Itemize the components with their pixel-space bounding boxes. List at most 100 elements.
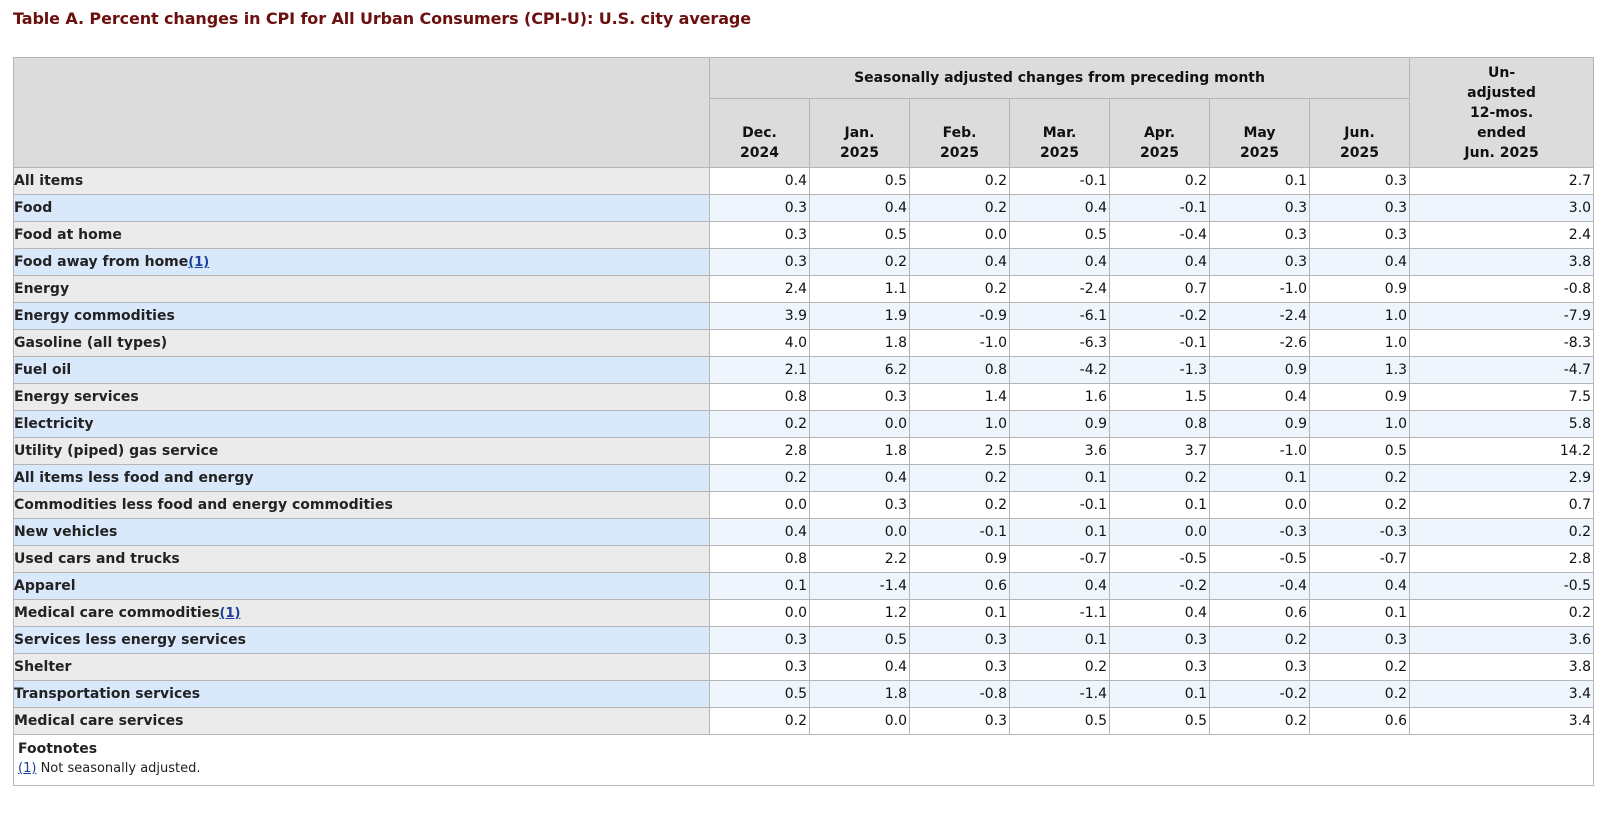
table-row: Medical care services 0.2 0.0 0.3 0.5 0.5 0.2 0… <box>13 707 1595 735</box>
year-label: 2025 <box>840 145 879 161</box>
year-label: 2025 <box>1240 145 1279 161</box>
row-label-text: New vehicles <box>14 524 118 540</box>
value-cell: -6.3 <box>1009 329 1110 357</box>
value-cell: 0.3 <box>1209 221 1310 249</box>
value-cell: -1.1 <box>1009 599 1110 627</box>
value-cell: 0.3 <box>1308 626 1411 654</box>
value-cell: -0.2 <box>1109 572 1210 600</box>
value-cell: -0.5 <box>1109 545 1210 573</box>
unadjusted-line: adjusted <box>1467 84 1536 101</box>
value-cell: 0.4 <box>809 464 910 492</box>
value-cell: 14.2 <box>1409 437 1595 465</box>
value-cell: 0.4 <box>1009 194 1110 222</box>
month-label: Feb. <box>942 125 977 141</box>
year-label: 2025 <box>1340 145 1380 161</box>
row-label-text: Medical care commodities <box>14 605 220 621</box>
value-cell: 4.0 <box>709 329 810 357</box>
value-cell: 0.5 <box>1009 707 1110 735</box>
value-cell: -1.0 <box>1209 437 1310 465</box>
value-cell: 0.4 <box>1009 572 1110 600</box>
row-label-text: Gasoline (all types) <box>14 335 168 351</box>
row-label: Food at home <box>13 221 710 249</box>
value-cell: -0.1 <box>1009 167 1110 195</box>
row-label-text: Energy <box>14 281 70 297</box>
value-cell: 0.2 <box>1308 653 1411 681</box>
year-label: 2025 <box>940 145 979 161</box>
year-label: 2024 <box>740 145 779 161</box>
footnote-ref-link[interactable]: (1) <box>219 606 241 621</box>
value-cell: 0.1 <box>1209 167 1310 195</box>
value-cell: 0.2 <box>909 464 1010 492</box>
table-row: New vehicles 0.4 0.0 -0.1 0.1 0.0 -0.3 -0.3 0.2 <box>13 518 1595 546</box>
footnote-ref-link[interactable]: (1) <box>188 255 210 270</box>
value-cell: 0.2 <box>909 491 1010 519</box>
month-header: May 2025 <box>1209 98 1310 168</box>
value-cell: 1.0 <box>1308 302 1411 330</box>
value-cell: 1.9 <box>809 302 910 330</box>
value-cell: 3.6 <box>1009 437 1110 465</box>
value-cell: 0.5 <box>809 167 910 195</box>
row-label-text: Apparel <box>14 578 76 594</box>
value-cell: 0.1 <box>1009 518 1110 546</box>
row-label: Commodities less food and energy commodi… <box>13 491 710 519</box>
table-row: Food away from home(1) 0.3 0.2 0.4 0.4 0.4 0.3… <box>13 248 1595 276</box>
value-cell: 3.8 <box>1409 653 1595 681</box>
value-cell: 0.3 <box>709 194 810 222</box>
value-cell: 0.2 <box>909 194 1010 222</box>
table-header: Seasonally adjusted changes from precedi… <box>13 57 1595 168</box>
value-cell: 0.3 <box>809 383 910 411</box>
row-label-text: Commodities less food and energy commodi… <box>14 497 393 513</box>
value-cell: 3.9 <box>709 302 810 330</box>
value-cell: -0.3 <box>1209 518 1310 546</box>
value-cell: 6.2 <box>809 356 910 384</box>
value-cell: 0.1 <box>1209 464 1310 492</box>
row-label: Energy commodities <box>13 302 710 330</box>
value-cell: 0.5 <box>809 221 910 249</box>
value-cell: 2.2 <box>809 545 910 573</box>
value-cell: -7.9 <box>1409 302 1595 330</box>
row-label-text: Food at home <box>14 227 122 243</box>
row-label-text: Utility (piped) gas service <box>14 443 219 459</box>
value-cell: -6.1 <box>1009 302 1110 330</box>
value-cell: 0.0 <box>1209 491 1310 519</box>
value-cell: 3.7 <box>1109 437 1210 465</box>
value-cell: 0.6 <box>1308 707 1411 735</box>
value-cell: -0.1 <box>1109 329 1210 357</box>
value-cell: 0.3 <box>709 653 810 681</box>
value-cell: 0.3 <box>1209 248 1310 276</box>
footnote-text: Not seasonally adjusted. <box>40 761 201 776</box>
table-row: Used cars and trucks 0.8 2.2 0.9 -0.7 -0.5 -0.… <box>13 545 1595 573</box>
month-label: Jun. <box>1344 125 1375 141</box>
value-cell: -0.1 <box>909 518 1010 546</box>
row-label-text: Transportation services <box>14 686 201 702</box>
table-row: Transportation services 0.5 1.8 -0.8 -1.4 0.1… <box>13 680 1595 708</box>
table-row: Energy commodities 3.9 1.9 -0.9 -6.1 -0.2 -2.4… <box>13 302 1595 330</box>
row-label: Medical care commodities(1) <box>13 599 710 627</box>
month-header: Apr. 2025 <box>1109 98 1210 168</box>
row-label-text: Energy services <box>14 389 139 405</box>
value-cell: 0.5 <box>1308 437 1411 465</box>
value-cell: -0.5 <box>1209 545 1310 573</box>
value-cell: -0.7 <box>1009 545 1110 573</box>
row-label-text: Shelter <box>14 659 72 675</box>
value-cell: 0.5 <box>709 680 810 708</box>
year-label: 2025 <box>1140 145 1179 161</box>
value-cell: 1.8 <box>809 329 910 357</box>
value-cell: 3.8 <box>1409 248 1595 276</box>
row-label: All items <box>13 167 710 195</box>
value-cell: 0.4 <box>709 167 810 195</box>
value-cell: -2.4 <box>1009 275 1110 303</box>
value-cell: 0.1 <box>1009 464 1110 492</box>
value-cell: 0.3 <box>1209 653 1310 681</box>
footnote-link[interactable]: (1) <box>18 761 37 776</box>
year-label: 2025 <box>1040 145 1079 161</box>
value-cell: 0.3 <box>1109 653 1210 681</box>
value-cell: -8.3 <box>1409 329 1595 357</box>
row-label-text: Used cars and trucks <box>14 551 180 567</box>
month-label: May <box>1243 125 1276 141</box>
value-cell: -0.8 <box>909 680 1010 708</box>
month-header: Jun. 2025 <box>1308 98 1411 168</box>
value-cell: -0.2 <box>1209 680 1310 708</box>
value-cell: 2.7 <box>1409 167 1595 195</box>
value-cell: 2.5 <box>909 437 1010 465</box>
